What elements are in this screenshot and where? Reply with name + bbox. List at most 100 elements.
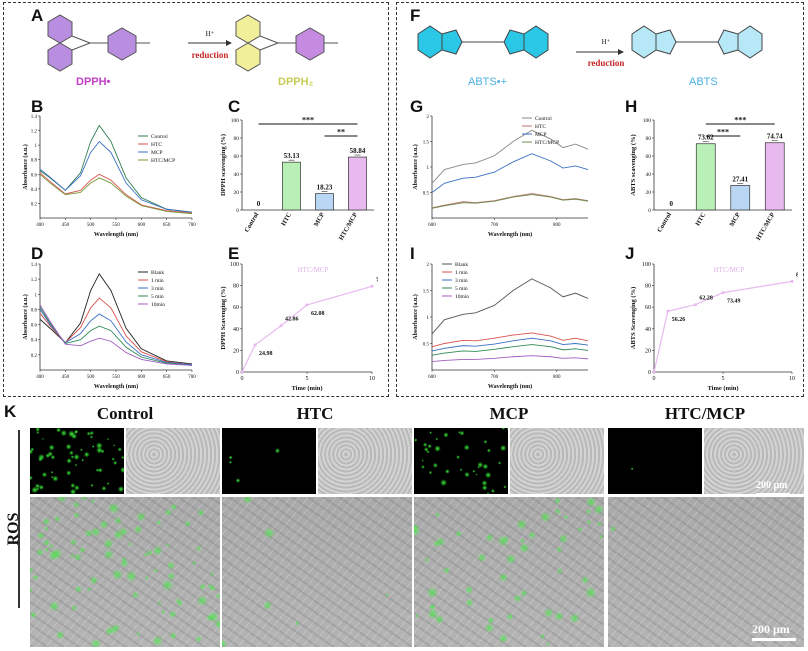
y-tick-label: 0.6 xyxy=(31,173,38,178)
y-tick-label: 40 xyxy=(234,172,240,178)
legend-entry: Control xyxy=(151,134,168,140)
y-tick-label: 1 xyxy=(35,293,38,298)
data-point xyxy=(721,291,725,295)
y-tick-label: 1 xyxy=(427,316,430,321)
merged-image-control xyxy=(30,497,220,647)
chart-i-abts-time-spectra: 600 700 800 0.5 1 1.5 2 Wavelength (nm) Absorban… xyxy=(412,262,589,390)
dpph-reagent: H⁺ xyxy=(205,30,215,38)
x-tick-label: 5 xyxy=(722,376,725,382)
y-axis-label: Absorbance (a.u.) xyxy=(412,144,419,190)
y-tick-label: 1.2 xyxy=(31,130,38,135)
x-axis-label: Time (min) xyxy=(291,385,322,392)
x-axis-label: Wavelength (nm) xyxy=(488,231,532,238)
x-tick-label: 550 xyxy=(112,223,120,228)
y-tick-label: 1.2 xyxy=(31,278,38,283)
dpph2-molecule xyxy=(235,14,338,72)
series-line-10min xyxy=(39,304,193,366)
panel-label-d: D xyxy=(31,244,44,263)
y-axis-label: ABTS scavenging (%) xyxy=(630,134,637,195)
scalebar-bottom-label: 200 μm xyxy=(752,622,790,636)
category-label: Control xyxy=(243,211,260,233)
dpph-radical-molecule xyxy=(47,14,150,72)
scalebar-top-label: 200 μm xyxy=(756,480,788,491)
bar-value-label: 27.41 xyxy=(732,175,748,183)
series-line-htcmcp xyxy=(431,194,589,209)
series-line-3min xyxy=(431,337,589,352)
legend-entry: 5 min xyxy=(455,286,468,292)
bar-mcp xyxy=(730,184,751,211)
data-label: 83.91 xyxy=(796,272,798,278)
y-tick-label: 100 xyxy=(643,118,652,124)
x-axis-label: Wavelength (nm) xyxy=(488,383,532,390)
series-line-htc xyxy=(39,172,193,214)
y-tick-label: 1 xyxy=(427,166,430,171)
y-tick-label: 40 xyxy=(645,327,651,333)
legend-entry: Blank xyxy=(151,270,164,276)
abts-scheme xyxy=(417,25,763,59)
k-column-title-mcp: MCP xyxy=(489,404,529,423)
x-tick-label: 800 xyxy=(553,223,561,228)
x-tick-label: 800 xyxy=(553,375,561,380)
data-label: 42.86 xyxy=(285,317,299,323)
panel-label-k: K xyxy=(4,402,17,421)
dpph2-label: DPPH₂ xyxy=(278,76,314,88)
category-label: Control xyxy=(656,211,673,233)
x-tick-label: 650 xyxy=(163,375,171,380)
panel-label-e: E xyxy=(228,244,240,263)
x-tick-label: 400 xyxy=(36,375,44,380)
y-tick-label: 80 xyxy=(234,136,240,142)
y-tick-label: 0.2 xyxy=(31,354,38,359)
merged-image-htc xyxy=(222,497,412,647)
brightfield-image-mcp xyxy=(510,428,604,494)
chart-c-dpph-scavenging: 0 20 40 60 80 100 DPPH scavenging (%) 0 Control 5… xyxy=(220,116,374,242)
x-tick-label: 0 xyxy=(241,376,244,382)
y-tick-label: 80 xyxy=(645,284,651,290)
merged-image-mcp xyxy=(414,497,604,647)
chart-h-abts-scavenging: 0 20 40 60 80 100 ABTS scavenging (%) 0 Control 7… xyxy=(630,116,792,242)
data-point xyxy=(666,309,670,313)
chart-g-abts-spectra: 600 700 800 0.5 1 1.5 2 Wavelength (nm) Absorban… xyxy=(412,115,589,238)
x-tick-label: 500 xyxy=(87,223,95,228)
legend-entry: HTC xyxy=(151,142,162,148)
y-tick-label: 20 xyxy=(645,348,651,354)
data-label: 73.49 xyxy=(727,299,741,305)
data-point xyxy=(240,370,244,374)
dpph-panel-box xyxy=(3,2,389,397)
legend-entry: 3 min xyxy=(151,286,164,292)
bar-value-label: 58.84 xyxy=(350,147,366,155)
x-tick-label: 700 xyxy=(188,223,196,228)
k-column-title-control: Control xyxy=(96,404,154,423)
legend-entry: 1 min xyxy=(455,270,468,276)
y-tick-label: 40 xyxy=(646,172,652,178)
abts-radical-molecule xyxy=(417,25,549,59)
y-tick-label: 40 xyxy=(233,327,239,333)
panel-label-h: H xyxy=(625,97,638,116)
dpph-reduction-label: reduction xyxy=(191,50,229,60)
legend-entry: 10min xyxy=(455,294,469,300)
bar-mcp xyxy=(315,193,334,211)
bar-value-label: 73.62 xyxy=(698,134,714,142)
y-axis-label: DPPH scavenging (%) xyxy=(220,134,227,196)
x-tick-label: 5 xyxy=(306,376,309,382)
y-axis-label: Absorbance (a.u.) xyxy=(22,294,29,340)
x-tick-label: 600 xyxy=(138,375,146,380)
x-tick-label: 0 xyxy=(653,376,656,382)
panel-label-f: F xyxy=(410,6,421,25)
fluorescence-image-htcmcp xyxy=(608,428,702,494)
y-tick-label: 60 xyxy=(646,154,652,160)
x-tick-label: 10 xyxy=(789,376,795,382)
data-label: 79.36 xyxy=(376,277,378,283)
scalebar-top xyxy=(756,493,790,495)
panel-label-i: I xyxy=(410,244,415,263)
x-tick-label: 10 xyxy=(369,376,375,382)
y-tick-label: 0 xyxy=(648,208,651,214)
series-line-htcmcp xyxy=(241,285,373,373)
chart-title: HTC/MCP xyxy=(714,266,745,274)
data-label: 56.26 xyxy=(672,317,686,323)
bar-value-label: 0 xyxy=(670,200,674,208)
data-point xyxy=(790,279,794,283)
x-tick-label: 700 xyxy=(491,223,499,228)
x-tick-label: 650 xyxy=(163,223,171,228)
